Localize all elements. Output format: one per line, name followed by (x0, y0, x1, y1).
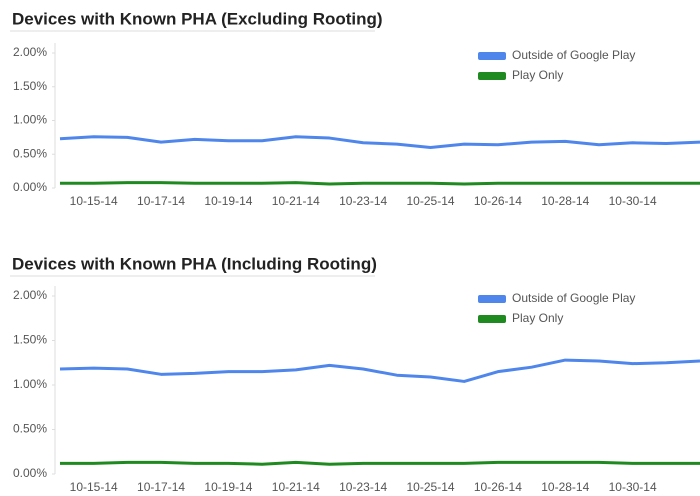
y-tick-label: 0.00% (13, 466, 47, 480)
legend-swatch (478, 315, 506, 323)
y-tick-label: 1.00% (13, 377, 47, 391)
legend-label: Outside of Google Play (512, 48, 635, 62)
y-tick-label: 1.50% (13, 79, 47, 93)
x-tick-label: 10-17-14 (137, 194, 185, 208)
y-tick-label: 2.00% (13, 288, 47, 302)
y-tick-label: 1.50% (13, 333, 47, 347)
x-tick-label: 10-21-14 (272, 480, 320, 494)
series-line (60, 181, 700, 186)
x-tick-label: 10-26-14 (474, 194, 522, 208)
x-tick-label: 10-23-14 (339, 480, 387, 494)
x-tick-label: 10-15-14 (70, 480, 118, 494)
x-tick-label: 10-17-14 (137, 480, 185, 494)
legend-label: Play Only (512, 311, 563, 325)
legend-swatch (478, 52, 506, 60)
x-tick-label: 10-21-14 (272, 194, 320, 208)
y-tick-label: 0.00% (13, 180, 47, 194)
legend-swatch (478, 295, 506, 303)
y-tick-label: 1.00% (13, 113, 47, 127)
x-tick-label: 10-28-14 (541, 194, 589, 208)
y-tick-label: 0.50% (13, 146, 47, 160)
series-line (59, 358, 700, 383)
x-tick-label: 10-28-14 (541, 480, 589, 494)
x-tick-label: 10-19-14 (204, 480, 252, 494)
x-tick-label: 10-19-14 (204, 194, 252, 208)
y-tick-label: 2.00% (13, 45, 47, 59)
legend-label: Play Only (512, 68, 563, 82)
legend-label: Outside of Google Play (512, 291, 635, 305)
x-tick-label: 10-25-14 (407, 480, 455, 494)
series-line (59, 135, 700, 149)
x-tick-label: 10-25-14 (407, 194, 455, 208)
legend-swatch (478, 72, 506, 80)
x-tick-label: 10-23-14 (339, 194, 387, 208)
y-tick-label: 0.50% (13, 422, 47, 436)
x-tick-label: 10-30-14 (609, 480, 657, 494)
chart-title: Devices with Known PHA (Excluding Rootin… (12, 9, 383, 28)
x-tick-label: 10-30-14 (609, 194, 657, 208)
x-tick-label: 10-26-14 (474, 480, 522, 494)
x-tick-label: 10-15-14 (70, 194, 118, 208)
series-line (60, 460, 700, 466)
chart-title: Devices with Known PHA (Including Rootin… (12, 254, 377, 273)
